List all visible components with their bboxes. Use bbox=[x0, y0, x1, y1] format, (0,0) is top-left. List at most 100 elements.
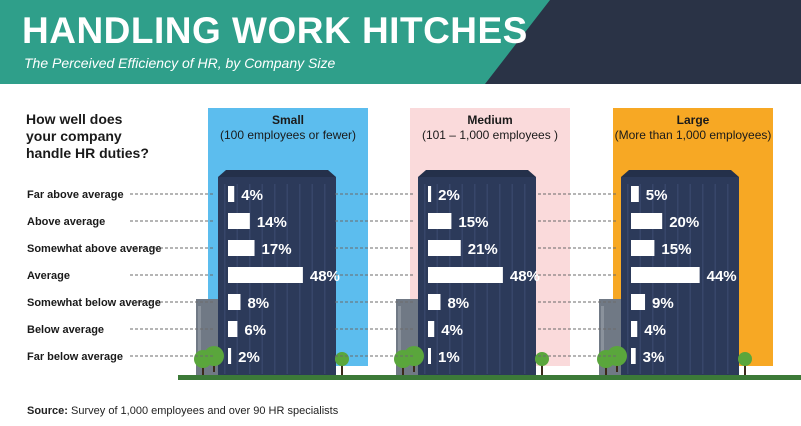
side-building-stripe bbox=[398, 306, 401, 366]
bar-value-label: 14% bbox=[257, 214, 287, 231]
question-line: How well does bbox=[26, 111, 123, 127]
source-label: Source: bbox=[27, 405, 68, 417]
panel-title: Medium bbox=[467, 113, 512, 127]
tree bbox=[404, 346, 424, 366]
question-line: handle HR duties? bbox=[26, 145, 149, 161]
bar bbox=[631, 321, 638, 337]
building-window-line bbox=[702, 184, 704, 374]
bar bbox=[228, 321, 238, 337]
tree bbox=[535, 352, 549, 366]
row-label: Below average bbox=[27, 324, 104, 336]
title-banner bbox=[0, 0, 801, 84]
bar-value-label: 3% bbox=[643, 349, 665, 366]
building-window-line bbox=[311, 184, 313, 374]
bar bbox=[428, 213, 452, 229]
tree-trunk bbox=[541, 359, 543, 375]
chart-subtitle: The Perceived Efficiency of HR, by Compa… bbox=[24, 55, 336, 71]
ground-strip bbox=[583, 375, 801, 380]
bar bbox=[631, 348, 636, 364]
bar-value-label: 2% bbox=[438, 187, 460, 204]
tree bbox=[738, 352, 752, 366]
row-label: Somewhat above average bbox=[27, 243, 162, 255]
bar bbox=[428, 321, 435, 337]
row-label: Far above average bbox=[27, 189, 124, 201]
panel-small: Small(100 employees or fewer) 4% 14% 17% 48%… bbox=[130, 108, 396, 380]
row-labels: Far above average Above average Somewhat a… bbox=[27, 189, 162, 363]
tree-trunk bbox=[341, 359, 343, 375]
row-label: Somewhat below average bbox=[27, 297, 161, 309]
bar bbox=[428, 294, 441, 310]
bar bbox=[631, 294, 646, 310]
row-label: Above average bbox=[27, 216, 105, 228]
panel-medium: Medium(101 – 1,000 employees ) 2% 15% 21% 48… bbox=[335, 108, 598, 380]
bar-value-label: 4% bbox=[441, 322, 463, 339]
bar-value-label: 15% bbox=[661, 241, 691, 258]
building-window-line bbox=[324, 184, 326, 374]
source-note: Source: Survey of 1,000 employees and ov… bbox=[27, 405, 338, 417]
bar-value-label: 44% bbox=[707, 268, 737, 285]
side-building-stripe bbox=[198, 306, 201, 366]
bar bbox=[228, 294, 241, 310]
bar-value-label: 1% bbox=[438, 349, 460, 366]
tree bbox=[204, 346, 224, 366]
building-roof bbox=[218, 170, 336, 177]
panel-large: Large(More than 1,000 employees) 5%20% 15%… bbox=[538, 108, 801, 380]
building-roof bbox=[621, 170, 739, 177]
building-window-line bbox=[424, 184, 426, 374]
panel-title: Large bbox=[677, 113, 710, 127]
chart-title: HANDLING WORK HITCHES bbox=[22, 10, 528, 51]
building-window-line bbox=[727, 184, 729, 374]
bar-value-label: 5% bbox=[646, 187, 668, 204]
building-window-line bbox=[714, 184, 716, 374]
bar bbox=[428, 348, 431, 364]
building-window-line bbox=[511, 184, 513, 374]
building-roof bbox=[418, 170, 536, 177]
bar-value-label: 48% bbox=[510, 268, 540, 285]
side-building-stripe bbox=[601, 306, 604, 366]
ground-strip bbox=[380, 375, 598, 380]
bar-value-label: 9% bbox=[652, 295, 674, 312]
building-window-line bbox=[524, 184, 526, 374]
bar bbox=[631, 240, 655, 256]
bar-value-label: 8% bbox=[247, 295, 269, 312]
bar bbox=[428, 267, 503, 283]
bar-value-label: 15% bbox=[458, 214, 488, 231]
bar-value-label: 6% bbox=[244, 322, 266, 339]
bar-value-label: 4% bbox=[241, 187, 263, 204]
panel-title: Small bbox=[272, 113, 304, 127]
question-line: your company bbox=[26, 128, 122, 144]
bar bbox=[228, 348, 232, 364]
row-label: Far below average bbox=[27, 351, 123, 363]
ground-strip bbox=[178, 375, 396, 380]
source-text: Survey of 1,000 employees and over 90 HR… bbox=[71, 405, 339, 417]
bar bbox=[228, 186, 235, 202]
bar bbox=[428, 186, 432, 202]
tree bbox=[335, 352, 349, 366]
bar bbox=[631, 186, 639, 202]
bar-value-label: 4% bbox=[644, 322, 666, 339]
panel-subtitle: (More than 1,000 employees) bbox=[615, 128, 772, 142]
building-window-line bbox=[627, 184, 629, 374]
bar bbox=[631, 267, 700, 283]
tree bbox=[607, 346, 627, 366]
bar-value-label: 20% bbox=[669, 214, 699, 231]
bar-value-label: 17% bbox=[262, 241, 292, 258]
bar bbox=[228, 267, 303, 283]
bar-value-label: 21% bbox=[468, 241, 498, 258]
bar-value-label: 48% bbox=[310, 268, 340, 285]
company-size-panels: Small(100 employees or fewer) 4% 14% 17% 48%… bbox=[130, 108, 801, 380]
bar bbox=[228, 213, 250, 229]
bar bbox=[228, 240, 255, 256]
tree-trunk bbox=[744, 359, 746, 375]
building-window-line bbox=[224, 184, 226, 374]
panel-subtitle: (101 – 1,000 employees ) bbox=[422, 128, 558, 142]
row-label: Average bbox=[27, 270, 70, 282]
bar bbox=[631, 213, 663, 229]
panel-subtitle: (100 employees or fewer) bbox=[220, 128, 356, 142]
bar bbox=[428, 240, 461, 256]
bar-value-label: 8% bbox=[447, 295, 469, 312]
bar-value-label: 2% bbox=[238, 349, 260, 366]
banner-teal bbox=[0, 0, 550, 84]
